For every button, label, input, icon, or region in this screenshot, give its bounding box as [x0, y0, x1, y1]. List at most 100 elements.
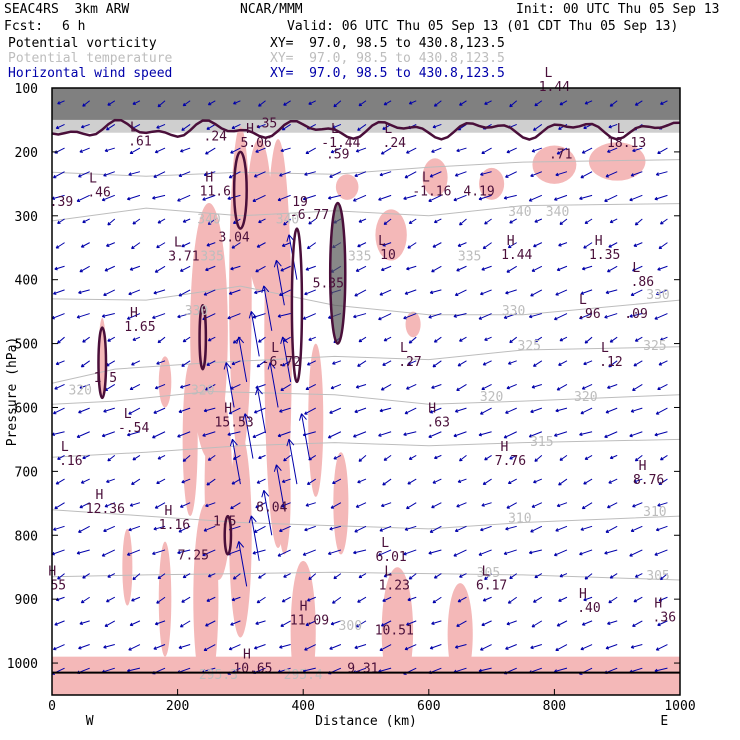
wind-vector — [157, 100, 166, 108]
theta-label: 295.3 — [199, 668, 238, 683]
wind-vector — [206, 360, 216, 366]
wind-vector — [304, 525, 316, 532]
wind-vector — [354, 407, 367, 414]
wind-vector — [654, 549, 668, 556]
wind-vector — [655, 644, 668, 651]
wind-vector — [506, 384, 517, 390]
wind-vector — [480, 171, 492, 176]
wind-vector — [555, 644, 568, 652]
wind-vector — [605, 289, 618, 295]
wind-vector — [128, 525, 141, 532]
wind-vector — [429, 525, 442, 533]
wind-vector — [154, 384, 166, 390]
y-tick-label: 400 — [15, 274, 38, 289]
wind-vector — [429, 407, 442, 414]
wind-vector — [178, 644, 191, 650]
wind-vector — [126, 431, 141, 437]
wind-vector — [453, 194, 467, 202]
wind-vector — [379, 525, 392, 532]
wind-vector — [79, 384, 90, 389]
wind-vector — [509, 100, 518, 108]
wind-vector — [52, 549, 65, 556]
wind-vector — [383, 454, 392, 461]
extremum-marker: L — [61, 440, 69, 455]
wind-vector — [280, 502, 291, 508]
theta-label: 340 — [508, 205, 531, 220]
wind-vector — [332, 478, 342, 485]
wind-vector — [154, 502, 166, 509]
wind-vector — [579, 431, 593, 437]
theta-contour-305 — [52, 571, 680, 581]
wind-vector — [382, 360, 392, 366]
wind-vector — [559, 100, 568, 106]
wind-vector — [179, 620, 191, 628]
wind-vector — [478, 431, 492, 437]
wind-vector — [584, 100, 593, 105]
extremum-marker: L — [89, 172, 97, 187]
wind-vector — [454, 289, 467, 297]
wind-vector — [608, 123, 618, 129]
wind-vector — [203, 407, 216, 413]
theta-contour-310 — [52, 509, 680, 530]
wind-vector — [456, 147, 467, 153]
wind-vector — [354, 644, 367, 650]
wind-vector — [404, 171, 417, 179]
extremum-value: 5.35 — [313, 276, 344, 291]
wind-vector — [280, 384, 291, 391]
y-tick-label: 200 — [15, 146, 38, 161]
theta-label: 330 — [185, 304, 208, 319]
wind-vector — [408, 218, 417, 224]
wind-vector — [505, 171, 517, 178]
wind-vector — [408, 573, 417, 580]
field-xy-pv: XY= 97.0, 98.5 to 430.8,123.5 — [270, 36, 505, 51]
wind-vector — [558, 360, 568, 366]
wind-vector — [459, 573, 467, 578]
wind-vector — [503, 313, 517, 320]
y-tick-label: 1000 — [7, 657, 38, 672]
wind-vector — [378, 194, 392, 201]
wind-vector — [581, 620, 593, 626]
wind-vector — [54, 502, 65, 510]
wind-vector — [253, 525, 266, 533]
wind-vector — [505, 289, 517, 295]
wind-vector — [205, 265, 216, 272]
wind-vector — [432, 123, 442, 129]
wind-vector — [232, 573, 241, 580]
extremum-marker: L — [601, 341, 609, 356]
wind-vector — [80, 123, 90, 129]
wind-vector — [101, 313, 115, 318]
extremum-marker: H — [579, 587, 587, 602]
wind-vector — [580, 644, 593, 651]
wind-vector — [358, 100, 367, 107]
wind-vector — [655, 407, 668, 415]
wind-vector — [82, 573, 90, 579]
pink-shade-area — [158, 356, 172, 408]
wind-vector — [634, 100, 643, 106]
wind-vector — [607, 384, 618, 389]
wind-vector — [76, 194, 90, 203]
wind-vector — [101, 549, 116, 557]
wind-vector — [403, 194, 417, 201]
y-tick-label: 800 — [15, 529, 38, 544]
wind-vector — [406, 265, 417, 271]
wind-vector — [79, 502, 90, 509]
extremum-marker: H — [130, 306, 138, 321]
wind-vector — [605, 644, 618, 650]
wind-vector — [306, 360, 316, 366]
wind-vector — [655, 289, 668, 296]
theta-label: 320 — [574, 390, 597, 405]
wind-vector — [630, 289, 643, 297]
wind-vector — [658, 596, 668, 602]
updraft-vector — [286, 438, 298, 485]
wind-vector — [583, 360, 593, 366]
extremum-marker: H — [165, 504, 173, 519]
wind-vector — [207, 100, 216, 106]
wind-vector — [279, 644, 291, 649]
wind-vector — [584, 218, 593, 224]
pink-shade-area — [375, 209, 407, 261]
wind-vector — [203, 525, 216, 532]
updraft-vector — [255, 387, 267, 434]
wind-vector — [202, 194, 216, 201]
field-xy-theta: XY= 97.0, 98.5 to 430.8,123.5 — [270, 51, 505, 66]
wind-vector — [482, 478, 492, 486]
